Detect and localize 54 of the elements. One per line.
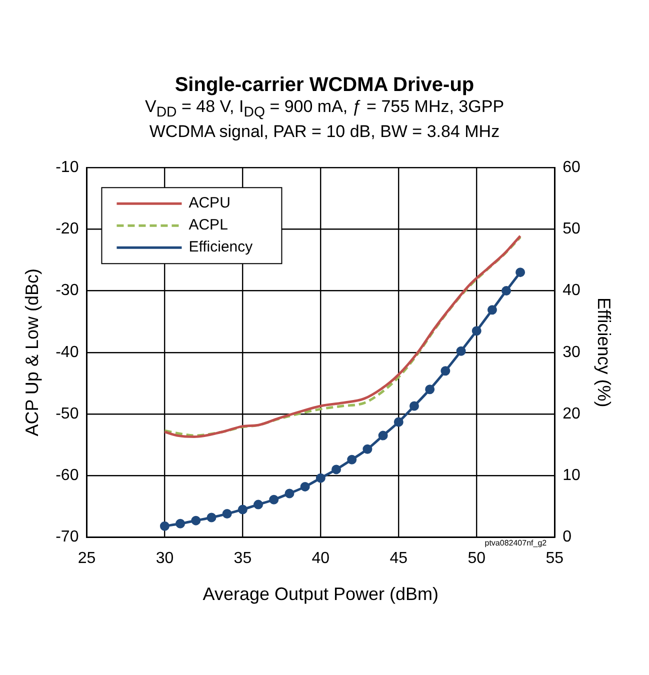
y-tick-label: -40 (56, 344, 79, 362)
y2-tick-label: 10 (562, 467, 580, 484)
y2-tick-label: 20 (562, 406, 580, 423)
y-axis-title: ACP Up & Low (dBc) (22, 268, 42, 437)
point (425, 385, 435, 394)
x-tick-label: 45 (390, 550, 408, 568)
y-tick-label: -50 (56, 406, 79, 423)
y2-tick-label: 0 (562, 528, 572, 546)
point (394, 418, 404, 428)
point (238, 505, 248, 515)
point (191, 516, 201, 526)
x-tick-label: 50 (468, 550, 486, 568)
x-tick-label: 40 (312, 550, 330, 568)
point (347, 455, 357, 465)
point (269, 495, 279, 505)
point (409, 402, 419, 412)
y-tick-label: -70 (56, 528, 79, 546)
point (487, 306, 497, 316)
y-tick-label: -20 (56, 220, 79, 238)
x-tick-label: 55 (546, 550, 564, 568)
point (160, 522, 170, 532)
point (284, 489, 294, 499)
legend-label: ACPL (188, 217, 228, 234)
point (176, 519, 186, 529)
legend-label: Efficiency (188, 239, 254, 256)
point (362, 444, 372, 454)
legend-label: ACPU (188, 195, 230, 212)
chart-subtitle: V$_{DD}$ = 48 V, I$_{DQ}$ = 900 mA, ƒ = 755 MHz, 3GPP WCDMA signal, PAR = 10 dB, BW = 3.84 MHz (144, 97, 506, 142)
point (254, 500, 264, 510)
point (378, 431, 388, 441)
point (516, 268, 526, 278)
y-tick-label: -60 (56, 467, 79, 484)
text: ptva082407nf_g2 (484, 538, 548, 548)
point (206, 513, 216, 523)
point (300, 482, 310, 492)
point (456, 346, 466, 356)
y2-tick-label: 60 (562, 159, 580, 176)
x-axis-title: Average Output Power (dBm) (202, 584, 439, 605)
y-tick-label: -10 (56, 159, 79, 176)
point (332, 465, 342, 475)
point (502, 286, 512, 296)
point (222, 509, 232, 519)
point (316, 474, 326, 484)
y2-axis-title: Efficiency (%) (594, 298, 614, 408)
y2-tick-label: 50 (562, 220, 580, 238)
y-tick-label: -30 (56, 282, 79, 300)
x-tick-label: 30 (156, 550, 174, 568)
point (440, 366, 450, 376)
x-tick-label: 35 (234, 550, 252, 568)
x-tick-label: 25 (78, 550, 96, 568)
chart-title: Single-carrier WCDMA Drive-up (174, 74, 476, 97)
y2-tick-label: 30 (562, 344, 580, 362)
y2-tick-label: 40 (562, 282, 580, 300)
point (472, 326, 482, 336)
